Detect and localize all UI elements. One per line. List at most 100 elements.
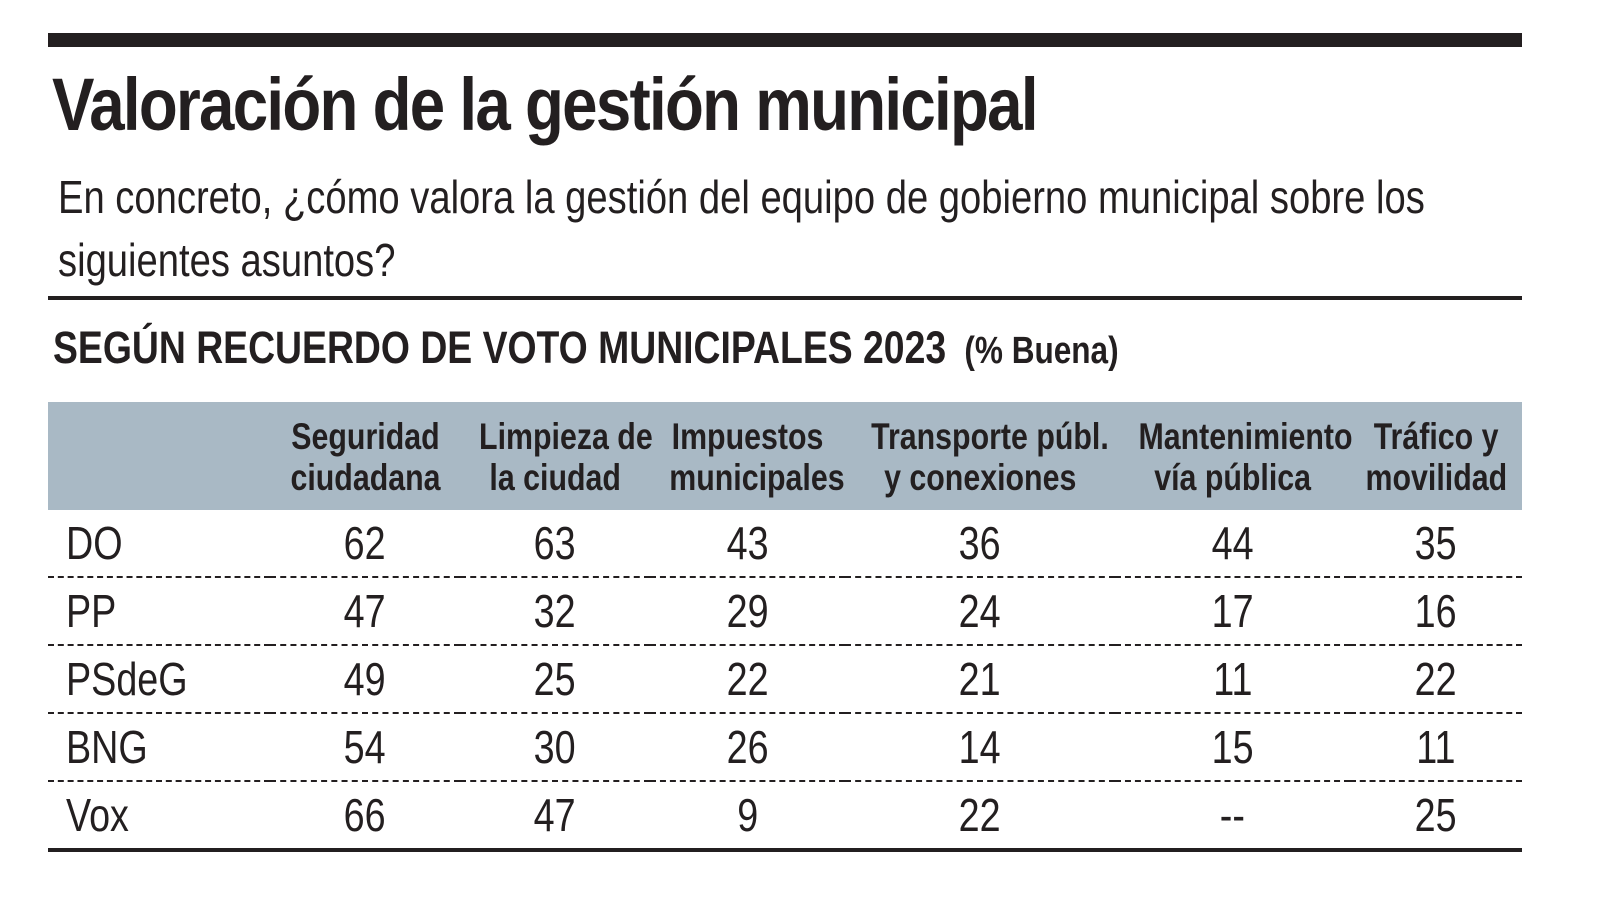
column-header-line: vía pública xyxy=(1154,457,1311,498)
value: 44 xyxy=(1211,517,1254,569)
table-row: DO 62 63 43 36 44 35 xyxy=(48,510,1522,578)
column-header-line: Mantenimiento xyxy=(1138,416,1353,457)
value-cell: 43 xyxy=(650,510,845,578)
subtitle: En concreto, ¿cómo valora la gestión del… xyxy=(58,171,1425,286)
value-cell: 29 xyxy=(650,577,845,646)
value: 43 xyxy=(726,517,769,569)
column-header: Impuestos municipales xyxy=(650,402,845,510)
value: 22 xyxy=(1415,653,1457,705)
unit-label: (% Buena) xyxy=(964,330,1119,372)
column-header-line: Limpieza de xyxy=(479,416,653,457)
column-header-line: Seguridad xyxy=(290,416,440,457)
value-cell: 44 xyxy=(1115,510,1350,578)
value-cell: 35 xyxy=(1350,510,1522,578)
value: 25 xyxy=(1415,789,1457,841)
value: -- xyxy=(1219,789,1246,841)
value-cell: 22 xyxy=(650,645,845,714)
value: 32 xyxy=(534,585,576,637)
value: 24 xyxy=(959,585,1001,637)
top-bar xyxy=(48,33,1522,47)
column-header-line: Impuestos xyxy=(671,416,824,457)
row-label: Vox xyxy=(66,789,129,841)
table-header: Seguridad ciudadana Limpieza de la ciudad Im… xyxy=(48,402,1522,510)
column-header: Seguridad ciudadana xyxy=(270,402,460,510)
value: 9 xyxy=(737,789,758,841)
value-cell: 22 xyxy=(845,781,1115,852)
column-header-line: Transporte públ. xyxy=(871,416,1109,457)
table-row: Vox 66 47 9 22 -- 25 xyxy=(48,781,1522,852)
column-header: Mantenimiento vía pública xyxy=(1115,402,1353,510)
value: 36 xyxy=(959,517,1001,569)
section-title: SEGÚN RECUERDO DE VOTO MUNICIPALES 2023 xyxy=(53,322,947,373)
value-cell: 14 xyxy=(845,713,1115,782)
value-cell: 63 xyxy=(460,510,650,578)
row-label: BNG xyxy=(66,721,148,773)
value: 29 xyxy=(726,585,769,637)
value: 11 xyxy=(1416,721,1456,773)
value: 47 xyxy=(534,789,576,841)
row-label-cell: PSdeG xyxy=(48,645,270,714)
value-cell: 9 xyxy=(650,781,845,852)
value-cell: -- xyxy=(1115,781,1350,852)
column-header: Limpieza de la ciudad xyxy=(460,402,653,510)
value-cell: 66 xyxy=(270,781,460,852)
row-label: DO xyxy=(66,517,123,569)
value-cell: 30 xyxy=(460,713,650,782)
row-label-cell: DO xyxy=(48,510,270,578)
value-cell: 16 xyxy=(1350,577,1522,646)
value-cell: 47 xyxy=(270,577,460,646)
value: 25 xyxy=(534,653,576,705)
value-cell: 17 xyxy=(1115,577,1350,646)
row-label-cell: BNG xyxy=(48,713,270,782)
column-header: Transporte públ. y conexiones xyxy=(845,402,1115,510)
value-cell: 62 xyxy=(270,510,460,578)
value-cell: 25 xyxy=(1350,781,1522,852)
value: 15 xyxy=(1211,721,1254,773)
value-cell: 36 xyxy=(845,510,1115,578)
page-title: Valoración de la gestión municipal xyxy=(52,63,1039,146)
value: 22 xyxy=(726,653,769,705)
value-cell: 15 xyxy=(1115,713,1350,782)
value: 30 xyxy=(534,721,576,773)
value: 62 xyxy=(344,517,386,569)
column-header-line: ciudadana xyxy=(289,457,441,498)
value: 66 xyxy=(344,789,386,841)
value-cell: 26 xyxy=(650,713,845,782)
value-cell: 54 xyxy=(270,713,460,782)
value-cell: 47 xyxy=(460,781,650,852)
divider xyxy=(48,296,1522,300)
column-header-line: movilidad xyxy=(1365,457,1508,498)
value-cell: 22 xyxy=(1350,645,1522,714)
column-header-line: y conexiones xyxy=(883,457,1077,498)
row-label: PP xyxy=(66,585,117,637)
table-row: BNG 54 30 26 14 15 11 xyxy=(48,713,1522,782)
value-cell: 11 xyxy=(1350,713,1522,782)
column-header-line: Tráfico y xyxy=(1373,416,1499,457)
row-label-cell: PP xyxy=(48,577,270,646)
results-table: Seguridad ciudadana Limpieza de la ciudad Im… xyxy=(48,402,1522,852)
table-row: PSdeG 49 25 22 21 11 22 xyxy=(48,645,1522,714)
value: 17 xyxy=(1211,585,1254,637)
value-cell: 21 xyxy=(845,645,1115,714)
column-header-line: la ciudad xyxy=(489,457,621,498)
header-empty xyxy=(48,402,270,510)
row-label: PSdeG xyxy=(66,653,188,705)
value: 54 xyxy=(344,721,386,773)
value: 49 xyxy=(344,653,386,705)
value: 14 xyxy=(959,721,1001,773)
value: 11 xyxy=(1212,653,1253,705)
value-cell: 32 xyxy=(460,577,650,646)
value-cell: 11 xyxy=(1115,645,1350,714)
column-header-line: municipales xyxy=(669,457,845,498)
value: 47 xyxy=(344,585,386,637)
value-cell: 24 xyxy=(845,577,1115,646)
value: 16 xyxy=(1415,585,1457,637)
section-heading: SEGÚN RECUERDO DE VOTO MUNICIPALES 2023 (… xyxy=(53,322,1119,374)
value: 63 xyxy=(534,517,576,569)
column-header: Tráfico y movilidad xyxy=(1350,402,1522,510)
value-cell: 49 xyxy=(270,645,460,714)
value: 26 xyxy=(726,721,769,773)
value: 22 xyxy=(959,789,1001,841)
value: 21 xyxy=(959,653,1001,705)
table-row: PP 47 32 29 24 17 16 xyxy=(48,577,1522,646)
